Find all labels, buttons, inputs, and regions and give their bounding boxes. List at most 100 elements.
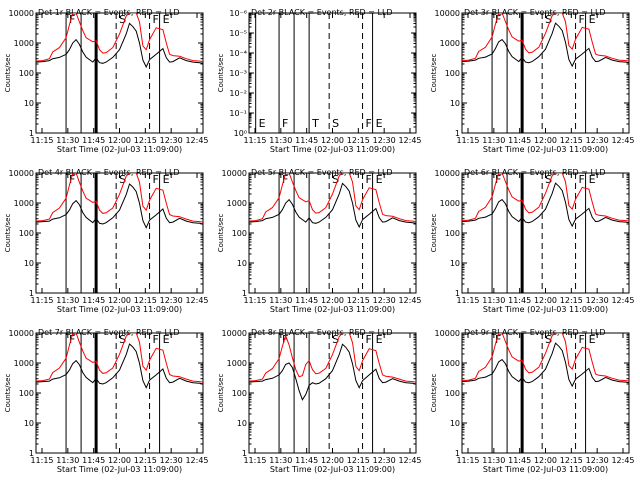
y-tick-label: 10000 (9, 9, 34, 18)
state-marker-label: F (579, 173, 585, 186)
x-tick-label: 12:00 (534, 456, 557, 465)
x-tick-label: 12:30 (160, 456, 183, 465)
panel-title: Det 1r BLACK = Events, RED = LLD (38, 8, 180, 17)
x-tick-label: 11:45 (295, 456, 318, 465)
series-line-events (462, 22, 629, 68)
series-group (36, 13, 203, 69)
y-tick-label: 1000 (14, 199, 34, 208)
x-axis-label: Start Time (02-Jul-03 11:09:00) (483, 465, 608, 474)
detector-panel-8: Det 8r BLACK = Events, RED = LLD 1 10 100 10… (217, 328, 422, 474)
x-tick-label: 12:15 (347, 136, 370, 145)
state-marker-label: S (119, 173, 126, 186)
x-tick-label: 11:45 (295, 136, 318, 145)
y-tick-label: 10 (450, 99, 460, 108)
y-tick-label: 10⁻³ (229, 69, 247, 78)
x-tick-label: 12:30 (373, 456, 396, 465)
y-tick-label: 1000 (14, 359, 34, 368)
y-tick-label: 10⁻¹ (229, 109, 247, 118)
x-tick-label: 11:30 (269, 136, 292, 145)
x-axis-label: Start Time (02-Jul-03 11:09:00) (483, 305, 608, 314)
series-line-events (36, 343, 203, 389)
detector-panel-3: Det 3r BLACK = Events, RED = LLD 1 10 100 10… (430, 8, 635, 154)
panel-title: Det 4r BLACK = Events, RED = LLD (38, 168, 180, 177)
x-axis-label: Start Time (02-Jul-03 11:09:00) (57, 305, 182, 314)
x-tick-label: 11:45 (82, 296, 105, 305)
panel-title: Det 6r BLACK = Events, RED = LLD (464, 168, 606, 177)
state-marker-label: F (282, 117, 288, 130)
state-marker-label: S (332, 333, 339, 346)
series-line-lld (462, 13, 629, 62)
y-axis-label: Counts/sec (430, 214, 438, 253)
series-line-events (462, 342, 629, 388)
series-group (462, 173, 629, 228)
y-axis-label: Counts/sec (217, 54, 225, 93)
y-tick-label: 100 (19, 69, 34, 78)
y-tick-label: 1000 (227, 359, 247, 368)
series-group (36, 173, 203, 229)
state-marker-label: F (495, 13, 501, 26)
y-tick-label: 10000 (222, 329, 247, 338)
state-marker-label: F (153, 333, 159, 346)
y-tick-label: 1 (455, 129, 460, 138)
x-tick-label: 12:45 (398, 296, 421, 305)
state-marker-label: S (332, 117, 339, 130)
state-marker-label: E (163, 173, 170, 186)
series-group (462, 333, 629, 388)
y-tick-label: 100 (445, 229, 460, 238)
x-tick-label: 12:45 (611, 136, 634, 145)
state-marker-label: F (495, 173, 501, 186)
x-tick-label: 12:30 (586, 296, 609, 305)
series-line-lld (249, 173, 416, 223)
y-tick-label: 10 (237, 419, 247, 428)
series-line-lld (462, 173, 629, 222)
y-axis-label: Counts/sec (4, 54, 12, 93)
plot-frame (461, 332, 630, 454)
panel-title: Det 5r BLACK = Events, RED = LLD (251, 168, 393, 177)
x-tick-label: 12:00 (108, 456, 131, 465)
state-marker-label: E (589, 173, 596, 186)
x-tick-label: 12:00 (321, 136, 344, 145)
y-tick-label: 10⁻⁴ (229, 49, 247, 58)
y-tick-label: 1 (29, 289, 34, 298)
x-tick-label: 11:15 (243, 456, 266, 465)
series-line-lld (462, 333, 629, 382)
series-line-events (249, 182, 416, 229)
y-tick-label: 10000 (435, 9, 460, 18)
x-tick-label: 11:15 (456, 136, 479, 145)
x-tick-label: 12:00 (534, 296, 557, 305)
y-tick-label: 10 (450, 419, 460, 428)
series-line-lld (36, 333, 203, 383)
y-tick-label: 10000 (435, 329, 460, 338)
y-tick-label: 10000 (9, 329, 34, 338)
x-tick-label: 12:15 (134, 136, 157, 145)
state-marker-label: S (332, 173, 339, 186)
series-group (249, 173, 416, 229)
series-line-lld (249, 333, 416, 383)
plot-frame (35, 332, 204, 454)
plot-frame (248, 12, 417, 134)
state-marker-label: F (282, 173, 288, 186)
plot-frame (461, 172, 630, 294)
panel-title: Det 2r BLACK = Events, RED = LLD (251, 8, 393, 17)
series-line-events (36, 22, 203, 69)
x-tick-label: 11:45 (508, 296, 531, 305)
y-axis-label: Counts/sec (4, 214, 12, 253)
x-tick-label: 11:30 (56, 456, 79, 465)
plot-frame (461, 12, 630, 134)
state-marker-label: F (579, 13, 585, 26)
x-tick-label: 11:30 (56, 136, 79, 145)
x-tick-label: 12:00 (321, 296, 344, 305)
x-axis-label: Start Time (02-Jul-03 11:09:00) (57, 145, 182, 154)
x-axis-label: Start Time (02-Jul-03 11:09:00) (483, 145, 608, 154)
x-tick-label: 12:15 (560, 296, 583, 305)
series-group (36, 333, 203, 389)
state-marker-label: S (119, 13, 126, 26)
state-marker-label: S (545, 333, 552, 346)
x-tick-label: 12:15 (560, 456, 583, 465)
y-tick-label: 100 (445, 389, 460, 398)
state-marker-label: E (376, 333, 383, 346)
y-tick-label: 1 (29, 129, 34, 138)
x-tick-label: 12:15 (347, 296, 370, 305)
y-tick-label: 10⁻⁶ (229, 9, 247, 18)
